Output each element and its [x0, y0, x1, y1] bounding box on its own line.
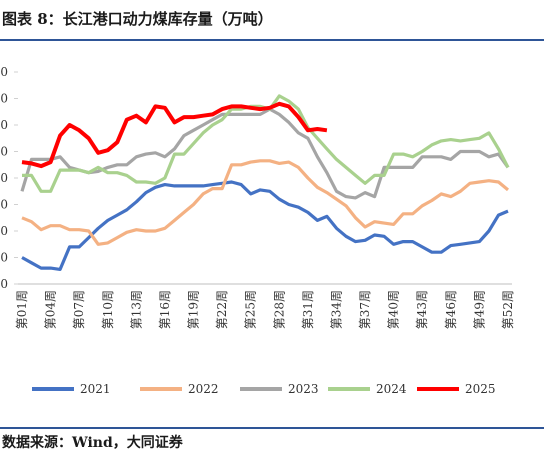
y-tick-label: 0 — [0, 277, 8, 291]
x-tick-label: 第43周 — [415, 290, 429, 329]
y-tick-label: 400 — [0, 171, 8, 185]
series-line — [21, 101, 328, 169]
legend-label: 2022 — [188, 382, 219, 396]
x-tick-label: 第28周 — [272, 290, 286, 329]
legend-label: 2024 — [376, 382, 407, 396]
y-tick-label: 600 — [0, 118, 8, 132]
series-line — [21, 159, 510, 246]
series-line — [21, 180, 509, 271]
x-tick-label: 第19周 — [187, 290, 201, 329]
x-tick-label: 第46周 — [444, 290, 458, 329]
legend-label: 2023 — [288, 382, 319, 396]
source: 数据来源：Wind，大同证券 — [2, 434, 184, 451]
x-tick-label: 第04周 — [44, 290, 58, 329]
x-tick-label: 第40周 — [387, 290, 401, 329]
y-tick-label: 100 — [0, 251, 8, 265]
chart-title: 图表 8：长江港口动力煤库存量（万吨） — [2, 10, 273, 28]
y-tick-label: 800 — [0, 65, 8, 79]
series-line — [20, 107, 510, 200]
x-tick-label: 第49周 — [472, 290, 486, 329]
x-tick-label: 第25周 — [244, 290, 258, 329]
y-tick-label: 700 — [0, 92, 8, 106]
x-tick-label: 第07周 — [72, 290, 86, 329]
legend-label: 2025 — [465, 382, 496, 396]
x-tick-label: 第22周 — [215, 290, 229, 329]
legend-label: 2021 — [80, 382, 111, 396]
x-tick-label: 第37周 — [358, 290, 372, 329]
x-tick-label: 第13周 — [129, 290, 143, 329]
y-tick-label: 200 — [0, 224, 8, 238]
x-tick-label: 第16周 — [158, 290, 172, 329]
x-tick-label: 第34周 — [329, 290, 343, 329]
x-tick-label: 第01周 — [15, 290, 29, 329]
x-tick-label: 第52周 — [501, 290, 515, 329]
y-tick-label: 300 — [0, 198, 8, 212]
x-tick-label: 第10周 — [101, 290, 115, 329]
x-tick-label: 第31周 — [301, 290, 315, 329]
y-tick-label: 500 — [0, 145, 8, 159]
